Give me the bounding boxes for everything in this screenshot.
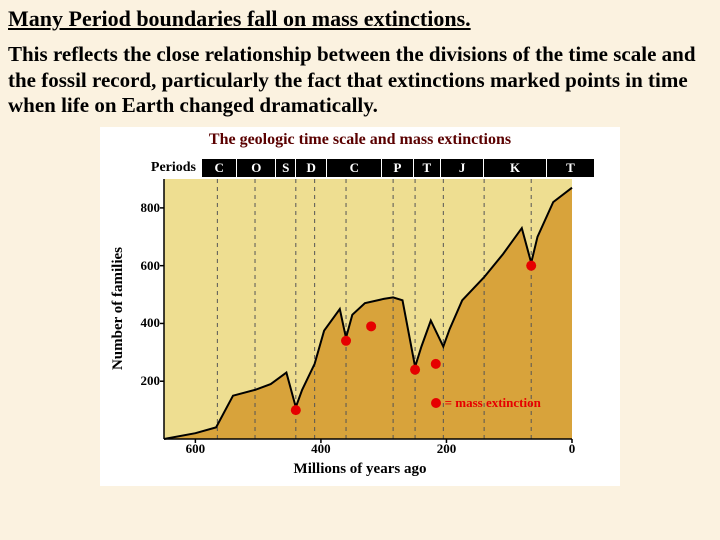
y-tick: 800: [141, 200, 161, 216]
period-cell: T: [414, 159, 441, 177]
period-cell: O: [237, 159, 276, 177]
page-heading: Many Period boundaries fall on mass exti…: [8, 6, 712, 32]
x-tick: 600: [186, 441, 206, 457]
x-tick: 200: [437, 441, 457, 457]
y-tick: 400: [141, 315, 161, 331]
figure-container: The geologic time scale and mass extinct…: [100, 127, 620, 486]
extinction-marker: [526, 260, 536, 270]
x-tick-row: 600 400 200 0: [164, 439, 594, 459]
extinction-marker: [291, 405, 301, 415]
body-paragraph: This reflects the close relationship bet…: [8, 42, 712, 119]
y-tick-column: 200 400 600 800: [132, 179, 164, 439]
period-cell: C: [327, 159, 382, 177]
y-tick: 600: [141, 258, 161, 274]
chart-title: The geologic time scale and mass extinct…: [106, 131, 614, 149]
legend: = mass extinction: [431, 395, 541, 411]
extinction-marker: [410, 364, 420, 374]
period-cell: K: [484, 159, 547, 177]
period-cell: T: [547, 159, 594, 177]
extinction-marker: [341, 336, 351, 346]
extinction-marker: [431, 359, 441, 369]
legend-dot-icon: [431, 398, 441, 408]
period-cell: P: [382, 159, 413, 177]
y-axis-label: Number of families: [111, 247, 128, 370]
periods-strip: COSDCPTJKT: [202, 159, 594, 177]
periods-row: Periods COSDCPTJKT: [106, 159, 614, 177]
period-cell: D: [296, 159, 327, 177]
periods-label: Periods: [106, 160, 202, 176]
x-axis-label: Millions of years ago: [106, 461, 614, 478]
extinction-marker: [366, 321, 376, 331]
x-tick: 400: [311, 441, 331, 457]
chart-plot: = mass extinction: [164, 179, 594, 439]
period-cell: C: [202, 159, 237, 177]
period-cell: J: [441, 159, 484, 177]
x-tick: 0: [569, 441, 576, 457]
period-cell: S: [276, 159, 296, 177]
y-tick: 200: [141, 373, 161, 389]
legend-text: = mass extinction: [445, 395, 541, 411]
